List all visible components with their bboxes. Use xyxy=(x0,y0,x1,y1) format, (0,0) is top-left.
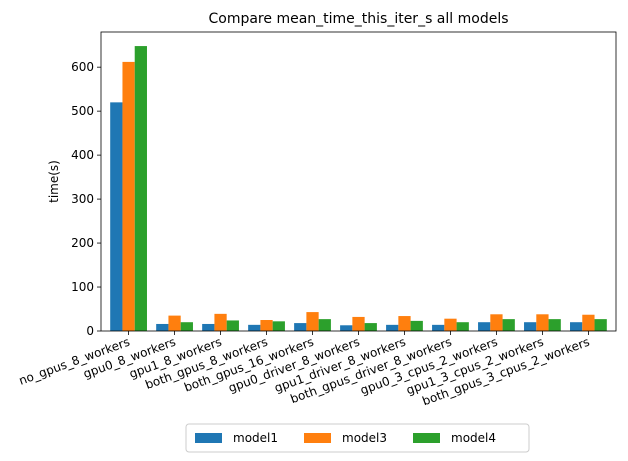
bar-model3-gpu0_8_workers xyxy=(168,315,181,331)
bar-model3-gpu1_driver_8_workers xyxy=(398,316,411,331)
legend-label-model3: model3 xyxy=(342,431,387,445)
y-tick-label: 600 xyxy=(71,60,94,74)
bar-model1-both_gpus_3_cpus_2_workers xyxy=(570,322,583,331)
y-axis: 0 100 200 300 400 500 600 xyxy=(71,60,101,338)
bar-model3-both_gpus_16_workers xyxy=(306,312,319,331)
y-tick-label: 300 xyxy=(71,192,94,206)
bar-model1-both_gpus_16_workers xyxy=(294,323,307,331)
bar-model4-both_gpus_driver_8_workers xyxy=(456,322,469,331)
legend-box xyxy=(185,423,530,453)
bar-model3-both_gpus_3_cpus_2_workers xyxy=(582,314,595,331)
plot-frame xyxy=(100,31,617,332)
bar-model4-gpu0_3_cpus_2_workers xyxy=(502,319,515,331)
y-tick-label: 0 xyxy=(86,324,94,338)
legend: model1 model3 model4 xyxy=(185,423,530,453)
bar-model3-gpu0_3_cpus_2_workers xyxy=(490,314,503,331)
bar-model3-no_gpus_8_workers xyxy=(122,61,135,332)
bars-group xyxy=(110,46,607,332)
bar-model1-both_gpus_driver_8_workers xyxy=(432,324,445,331)
bar-model1-gpu0_8_workers xyxy=(156,323,169,331)
bar-model4-gpu1_driver_8_workers xyxy=(410,320,423,331)
y-axis-label: time(s) xyxy=(47,160,61,203)
bar-model4-no_gpus_8_workers xyxy=(134,46,147,331)
bar-model1-gpu0_3_cpus_2_workers xyxy=(478,322,491,331)
chart-title: Compare mean_time_this_iter_s all models xyxy=(208,11,508,27)
bar-model4-gpu0_8_workers xyxy=(180,322,193,331)
bar-model1-both_gpus_8_workers xyxy=(248,324,261,331)
y-tick-label: 200 xyxy=(71,236,94,250)
y-tick-label: 400 xyxy=(71,148,94,162)
bar-model1-gpu1_8_workers xyxy=(202,323,215,331)
bar-model1-gpu1_3_cpus_2_workers xyxy=(524,322,537,331)
y-tick-label: 500 xyxy=(71,104,94,118)
bar-model1-gpu1_driver_8_workers xyxy=(386,324,399,331)
bar-model4-gpu0_driver_8_workers xyxy=(364,323,377,331)
bar-model4-both_gpus_3_cpus_2_workers xyxy=(594,319,607,331)
x-axis: no_gpus_8_workersgpu0_8_workersgpu1_8_wo… xyxy=(17,331,591,408)
bar-model3-gpu0_driver_8_workers xyxy=(352,316,365,331)
legend-label-model1: model1 xyxy=(233,431,278,445)
bar-model4-gpu1_8_workers xyxy=(226,320,239,331)
bar-model4-gpu1_3_cpus_2_workers xyxy=(548,319,561,331)
bar-model3-both_gpus_8_workers xyxy=(260,320,273,331)
bar-model1-no_gpus_8_workers xyxy=(110,102,123,332)
bar-model1-gpu0_driver_8_workers xyxy=(340,325,353,331)
bar-model3-gpu1_3_cpus_2_workers xyxy=(536,314,549,331)
legend-swatch-model4 xyxy=(413,433,440,443)
y-tick-label: 100 xyxy=(71,280,94,294)
bar-model4-both_gpus_16_workers xyxy=(318,319,331,331)
legend-swatch-model1 xyxy=(195,433,222,443)
bar-model3-both_gpus_driver_8_workers xyxy=(444,318,457,331)
bar-model4-both_gpus_8_workers xyxy=(272,321,285,331)
bar-model3-gpu1_8_workers xyxy=(214,313,227,331)
legend-label-model4: model4 xyxy=(451,431,496,445)
legend-swatch-model3 xyxy=(304,433,331,443)
